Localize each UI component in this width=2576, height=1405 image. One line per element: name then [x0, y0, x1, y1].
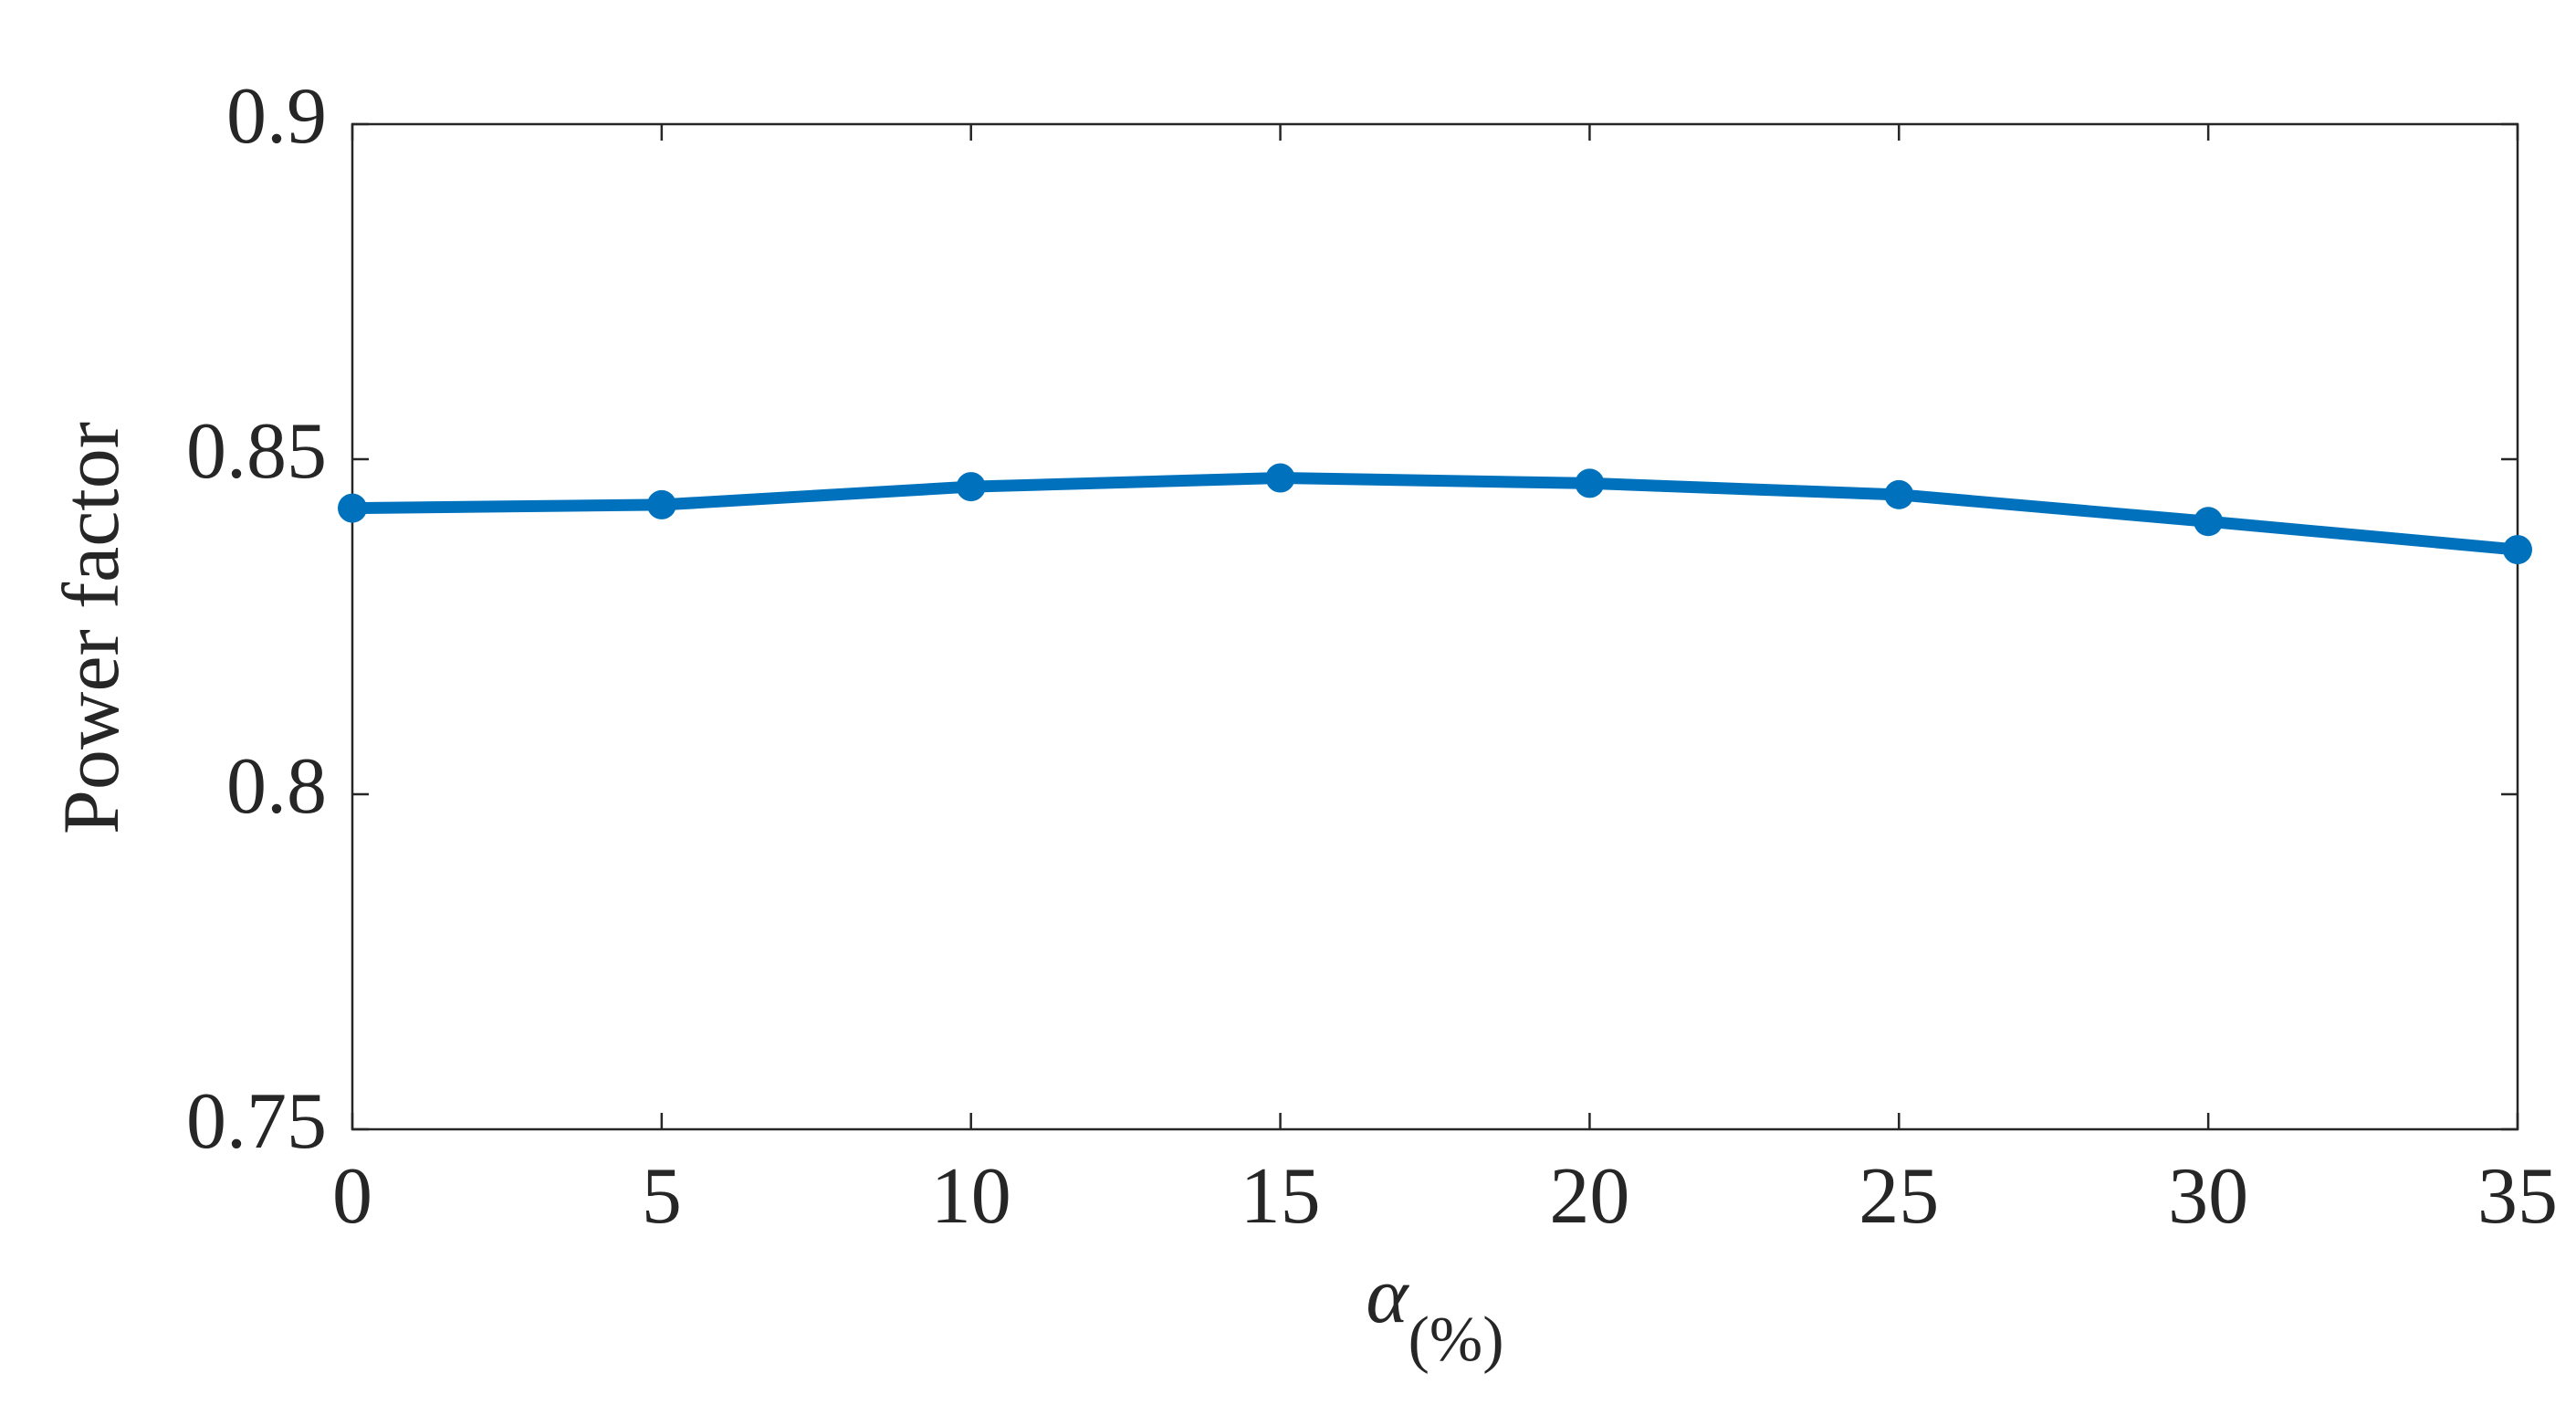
- data-point: [2194, 507, 2224, 537]
- data-point: [1265, 463, 1295, 493]
- y-axis-label: Power factor: [47, 422, 136, 834]
- y-tick-label: 0.9: [226, 72, 327, 161]
- data-point: [956, 472, 986, 502]
- data-point: [338, 493, 367, 523]
- line-series: [351, 472, 2518, 556]
- x-tick-label: 0: [332, 1152, 372, 1241]
- axes-frame: [351, 122, 2519, 1131]
- x-axis-label: α(%): [1366, 1252, 1503, 1375]
- data-point: [646, 489, 676, 519]
- x-tick-label: 10: [931, 1152, 1011, 1241]
- x-axis-unit: (%): [1408, 1305, 1504, 1375]
- y-tick-label: 0.8: [226, 742, 327, 831]
- data-point: [1884, 479, 1914, 509]
- y-tick-label: 0.85: [186, 407, 327, 496]
- x-tick-label: 35: [2477, 1152, 2558, 1241]
- x-axis-symbol: α: [1366, 1252, 1409, 1340]
- y-tick-label: 0.75: [186, 1077, 327, 1166]
- x-tick-label: 30: [2168, 1152, 2248, 1241]
- x-tick-label: 25: [1859, 1152, 1939, 1241]
- data-point: [1575, 468, 1605, 498]
- x-tick-label: 15: [1241, 1152, 1321, 1241]
- x-tick-label: 5: [642, 1152, 682, 1241]
- data-point: [2503, 535, 2532, 565]
- x-tick-label: 20: [1549, 1152, 1629, 1241]
